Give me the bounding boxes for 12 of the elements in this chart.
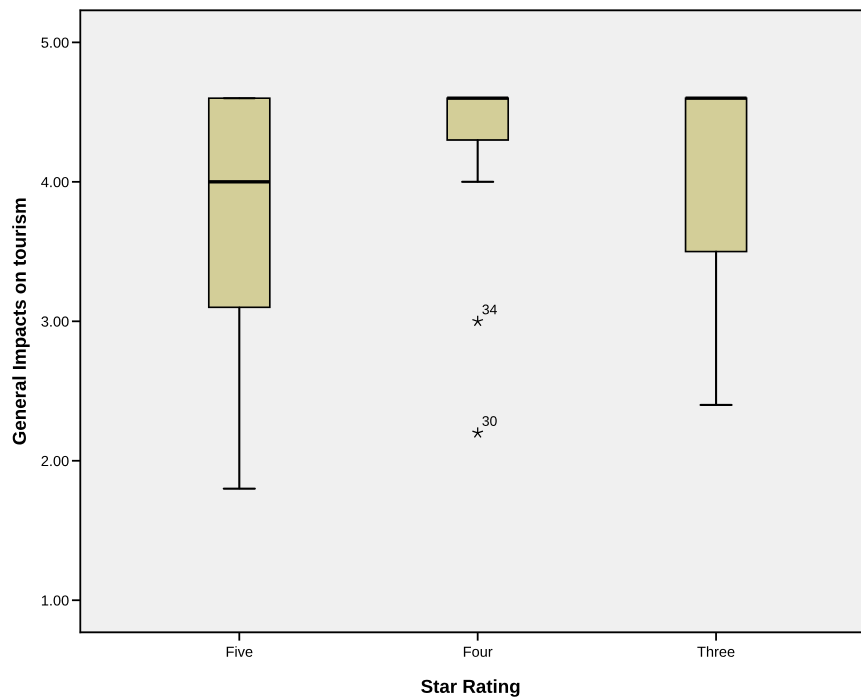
y-tick-label: 2.00	[42, 456, 69, 466]
x-tick-label: Three	[697, 646, 734, 657]
annotation: 30	[482, 416, 497, 426]
y-tick-label: 1.00	[42, 595, 69, 606]
x-axis-title: Star Rating	[421, 679, 520, 697]
annotation: 34	[482, 304, 497, 314]
x-tick-label: Five	[226, 646, 252, 657]
y-tick-label: 3.00	[41, 316, 69, 327]
y-tick-label: 5.00	[41, 37, 69, 48]
y-axis-title: General Impacts on tourism	[12, 198, 30, 445]
x-tick-label: Four	[464, 646, 492, 657]
y-tick-label: 4.00	[41, 176, 69, 188]
